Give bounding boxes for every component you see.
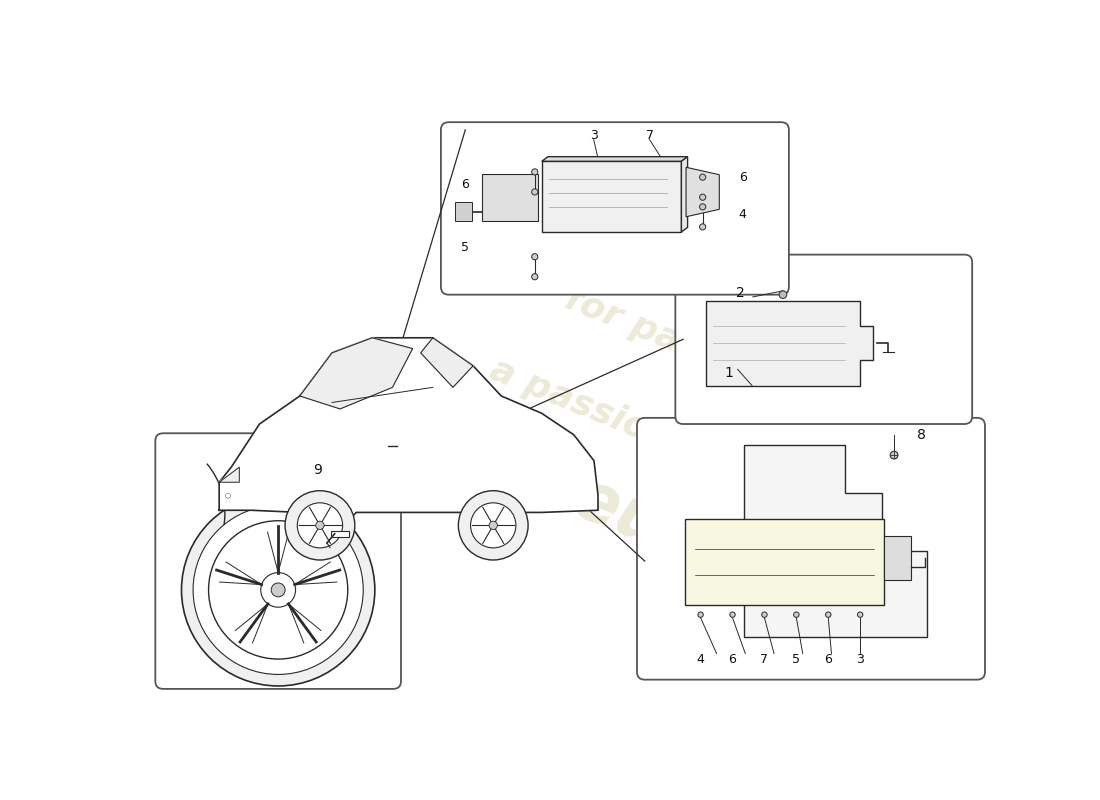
Text: 7: 7 (760, 653, 769, 666)
Circle shape (285, 490, 355, 560)
FancyBboxPatch shape (441, 122, 789, 294)
Text: 8: 8 (917, 429, 926, 442)
Text: 6: 6 (739, 170, 747, 184)
Circle shape (297, 503, 342, 548)
Polygon shape (219, 467, 240, 482)
Text: 9: 9 (312, 462, 321, 477)
Circle shape (471, 503, 516, 548)
Circle shape (261, 573, 296, 607)
Text: 4: 4 (696, 653, 704, 666)
Circle shape (697, 612, 703, 618)
Circle shape (700, 194, 706, 200)
Circle shape (890, 451, 898, 459)
FancyBboxPatch shape (675, 254, 972, 424)
Polygon shape (884, 537, 911, 579)
Circle shape (531, 169, 538, 175)
Polygon shape (482, 174, 538, 221)
Text: 6: 6 (728, 653, 736, 666)
Circle shape (700, 204, 706, 210)
Circle shape (729, 612, 735, 618)
Text: 5: 5 (461, 241, 469, 254)
FancyBboxPatch shape (637, 418, 984, 680)
Circle shape (209, 521, 348, 659)
Text: 3: 3 (590, 129, 597, 142)
Text: 7: 7 (646, 129, 653, 142)
Circle shape (858, 612, 862, 618)
Polygon shape (420, 338, 473, 387)
Circle shape (761, 612, 767, 618)
Circle shape (194, 506, 363, 674)
Polygon shape (455, 202, 472, 221)
Polygon shape (681, 157, 688, 232)
Polygon shape (745, 446, 927, 638)
Circle shape (316, 521, 324, 530)
Text: 6: 6 (824, 653, 833, 666)
Polygon shape (542, 157, 688, 162)
Circle shape (700, 174, 706, 180)
Circle shape (700, 224, 706, 230)
Circle shape (272, 583, 285, 597)
Circle shape (490, 521, 497, 530)
Polygon shape (542, 162, 681, 232)
Text: since1986: since1986 (563, 204, 735, 296)
Text: 3: 3 (856, 653, 865, 666)
Text: europes: europes (564, 464, 870, 639)
Circle shape (459, 490, 528, 560)
Polygon shape (300, 338, 412, 409)
Text: for parts: for parts (560, 281, 738, 379)
Circle shape (531, 254, 538, 260)
Text: 6: 6 (461, 178, 469, 191)
Circle shape (826, 612, 830, 618)
Text: 2: 2 (736, 286, 745, 300)
Circle shape (779, 291, 786, 298)
Polygon shape (705, 301, 872, 386)
Text: 5: 5 (792, 653, 801, 666)
Text: 1: 1 (725, 366, 734, 380)
Text: a passion: a passion (485, 352, 676, 456)
Text: ⬡: ⬡ (224, 492, 230, 498)
Circle shape (531, 274, 538, 280)
FancyBboxPatch shape (155, 434, 402, 689)
Polygon shape (684, 519, 884, 606)
Circle shape (182, 494, 375, 686)
Circle shape (793, 612, 799, 618)
Polygon shape (219, 338, 598, 538)
Text: 4: 4 (739, 208, 747, 221)
Polygon shape (331, 530, 349, 537)
Circle shape (531, 189, 538, 195)
Polygon shape (686, 167, 719, 217)
